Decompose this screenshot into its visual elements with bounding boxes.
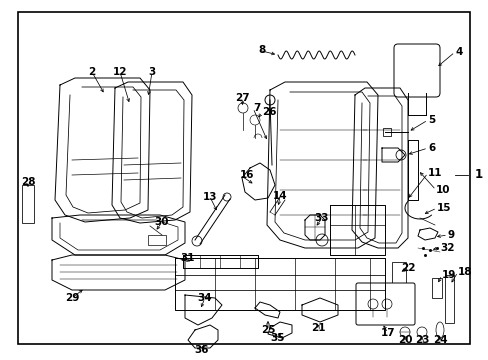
Text: 21: 21 — [310, 323, 325, 333]
FancyBboxPatch shape — [355, 283, 414, 325]
Text: 14: 14 — [272, 191, 287, 201]
Text: 26: 26 — [262, 107, 276, 117]
Text: 31: 31 — [180, 253, 194, 263]
Text: 29: 29 — [65, 293, 79, 303]
Bar — [22, 185, 34, 223]
Text: 25: 25 — [260, 325, 275, 335]
Text: 35: 35 — [270, 333, 285, 343]
Text: 6: 6 — [427, 143, 434, 153]
Text: 1: 1 — [474, 168, 482, 181]
Text: 36: 36 — [194, 345, 209, 355]
Text: 8: 8 — [258, 45, 264, 55]
Text: 7: 7 — [252, 103, 260, 113]
Text: 9: 9 — [447, 230, 454, 240]
Text: 2: 2 — [88, 67, 96, 77]
Text: 33: 33 — [314, 213, 328, 223]
Text: 5: 5 — [427, 115, 434, 125]
Text: 30: 30 — [154, 217, 169, 227]
Text: 24: 24 — [432, 335, 447, 345]
Text: 19: 19 — [441, 270, 455, 280]
Text: 11: 11 — [427, 168, 442, 178]
Bar — [444, 275, 453, 323]
Text: 27: 27 — [234, 93, 249, 103]
Text: 17: 17 — [380, 328, 394, 338]
Text: 23: 23 — [414, 335, 428, 345]
Text: 20: 20 — [397, 335, 411, 345]
Bar — [148, 235, 165, 245]
FancyBboxPatch shape — [393, 44, 439, 97]
Bar — [391, 262, 405, 284]
Bar — [431, 278, 441, 298]
Text: 15: 15 — [436, 203, 450, 213]
Text: 18: 18 — [457, 267, 471, 277]
Text: 12: 12 — [113, 67, 127, 77]
Text: 34: 34 — [197, 293, 212, 303]
Text: 32: 32 — [439, 243, 453, 253]
Text: 10: 10 — [435, 185, 449, 195]
Text: 3: 3 — [148, 67, 155, 77]
Text: 16: 16 — [240, 170, 254, 180]
Text: 13: 13 — [203, 192, 217, 202]
Text: 4: 4 — [454, 47, 462, 57]
Text: 22: 22 — [400, 263, 414, 273]
Bar — [382, 128, 390, 136]
Text: 28: 28 — [20, 177, 35, 187]
